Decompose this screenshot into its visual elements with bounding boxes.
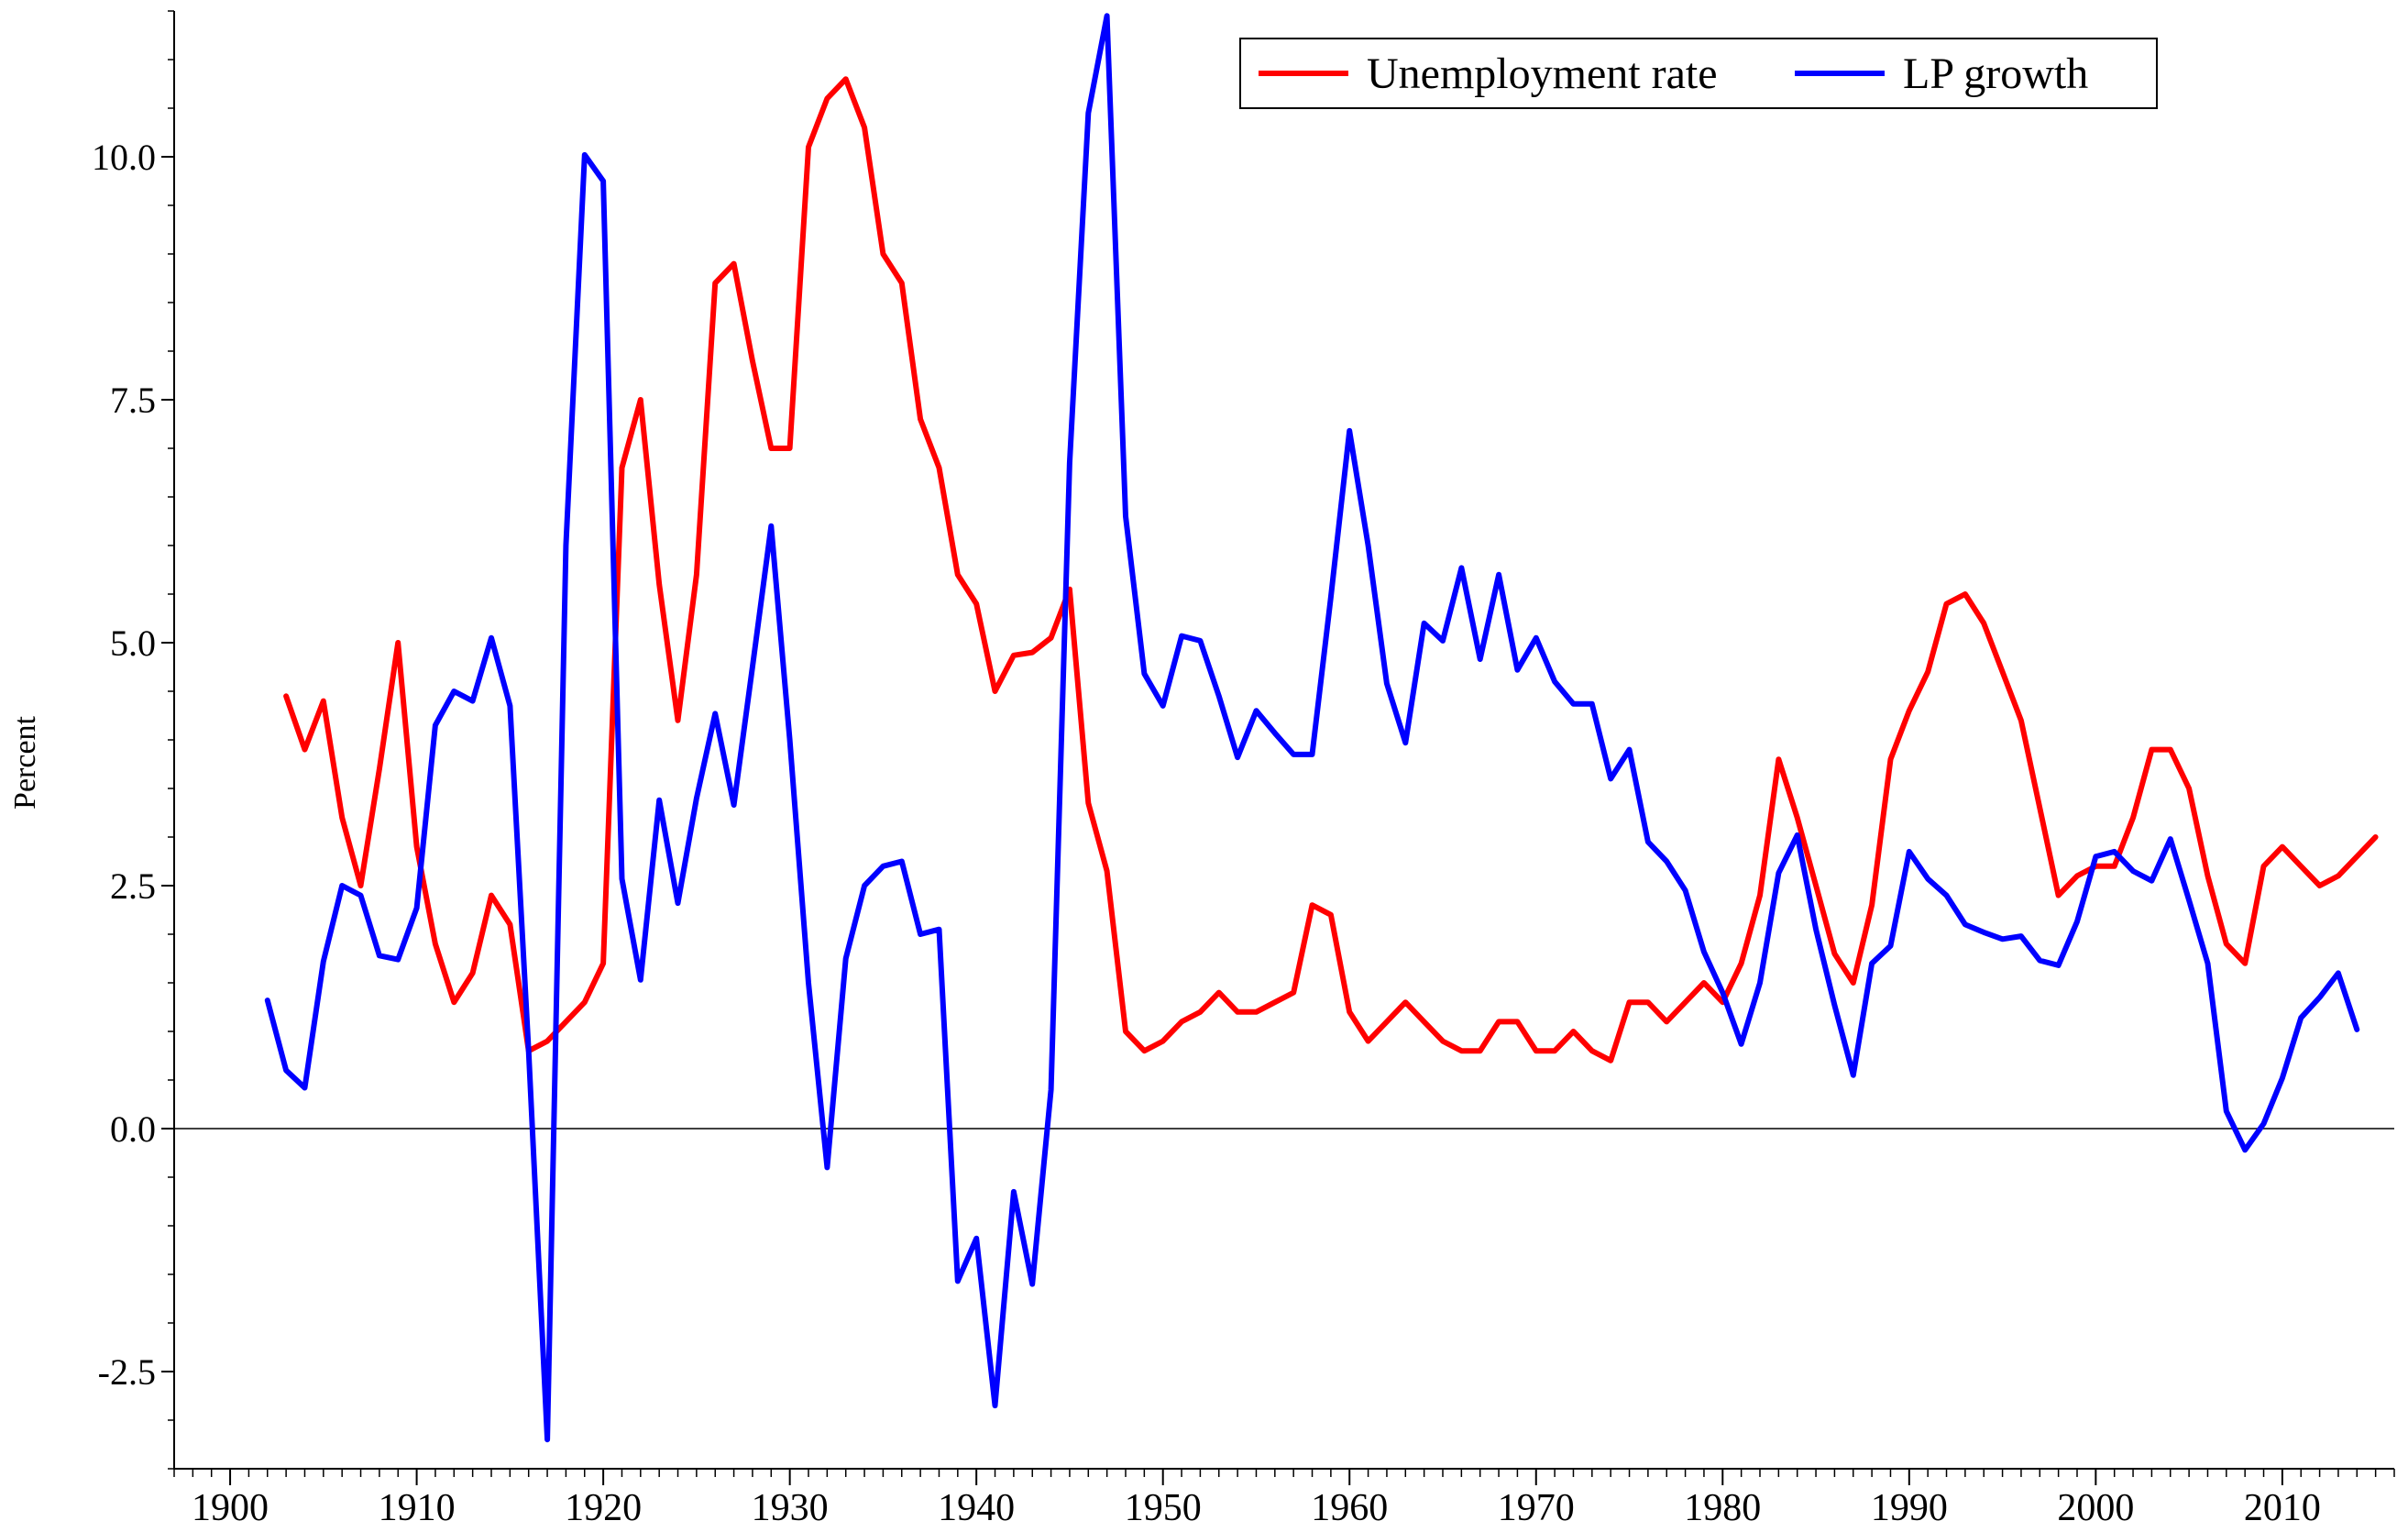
x-tick-label: 2010 (2244, 1487, 2321, 1529)
y-ticks: -2.5 0.0 2.5 5.0 7.5 10.0 (92, 10, 174, 1470)
x-tick-label: 1910 (379, 1487, 456, 1529)
x-tick-label: 1980 (1684, 1487, 1761, 1529)
x-tick-label: 1930 (752, 1487, 829, 1529)
y-tick-label: 0.0 (110, 1108, 156, 1150)
series-line-lp-growth (264, 13, 2360, 1443)
y-tick-label: 2.5 (110, 865, 156, 907)
x-tick-label: 1960 (1311, 1487, 1388, 1529)
x-tick-label: 1920 (565, 1487, 642, 1529)
legend-box (1239, 38, 2158, 109)
legend: Unemployment rate LP growth (1239, 38, 2158, 109)
x-tick-label: 1990 (1871, 1487, 1948, 1529)
y-tick-label: -2.5 (98, 1351, 156, 1393)
x-tick-label: 1950 (1125, 1487, 1202, 1529)
legend-label-lp-growth: LP growth (1903, 50, 2088, 98)
x-tick-label: 2000 (2057, 1487, 2134, 1529)
x-tick-label: 1970 (1498, 1487, 1575, 1529)
series-line-unemployment-rate (283, 76, 2379, 1064)
y-axis-label: Percent (8, 715, 42, 810)
axes: -2.5 0.0 2.5 5.0 7.5 10.0 1900 1910 1920 1930 194… (8, 10, 2395, 1529)
x-tick-label: 1900 (192, 1487, 269, 1529)
y-tick-label: 7.5 (110, 380, 156, 421)
x-tick-label: 1940 (938, 1487, 1015, 1529)
legend-label-unemployment-rate: Unemployment rate (1367, 50, 1718, 98)
series-lines (264, 13, 2379, 1443)
y-tick-label: 5.0 (110, 623, 156, 664)
y-tick-label: 10.0 (92, 137, 156, 178)
x-ticks: 1900 1910 1920 1930 1940 1950 1960 1970 1980 1990… (173, 1469, 2395, 1529)
